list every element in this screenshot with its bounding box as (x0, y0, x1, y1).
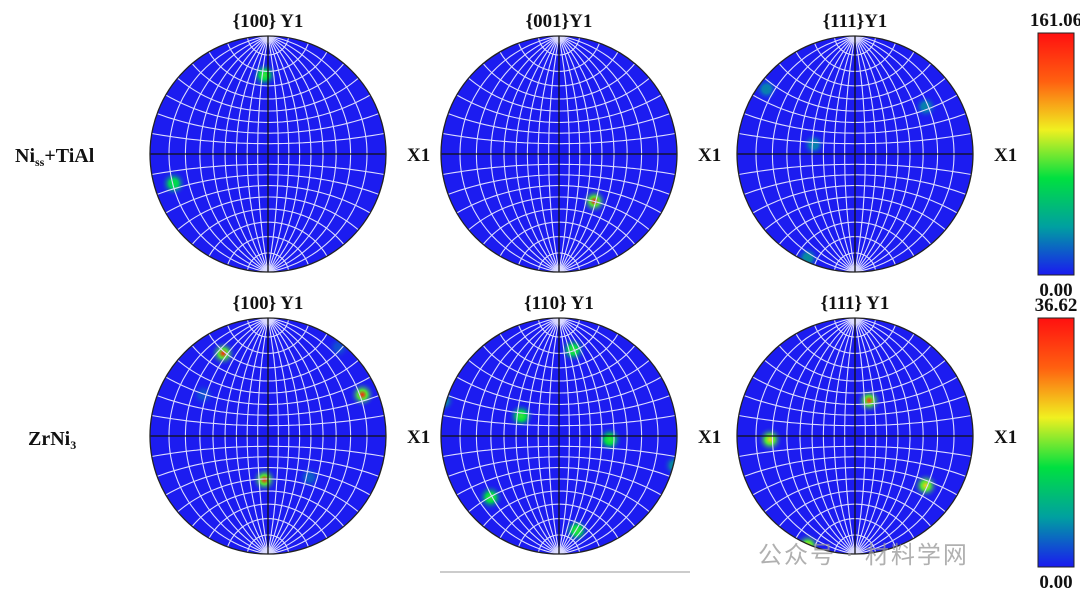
colorbar-max: 161.06 (1030, 10, 1080, 31)
pole-figure-title: {100} Y1 (233, 293, 304, 314)
row-label-zrni3: ZrNi3 (28, 428, 76, 452)
pole-figure-title: {110} Y1 (524, 293, 594, 314)
x1-axis-label: X1 (698, 427, 721, 448)
intensity-peak (913, 94, 938, 119)
pole-figure: {100} Y1 X1 (149, 293, 430, 555)
watermark: 公众号 · 材料学网 (758, 541, 969, 569)
x1-axis-label: X1 (698, 145, 721, 166)
intensity-peak (160, 170, 187, 197)
pole-figure: {001}Y1 X1 (440, 11, 721, 273)
row-label-niss-tial: Niss+TiAl (15, 145, 95, 169)
x1-axis-label: X1 (407, 427, 430, 448)
intensity-peak (477, 484, 504, 511)
intensity-peak (441, 388, 456, 413)
pole-figure-title: {111}Y1 (823, 11, 888, 32)
intensity-peak (210, 340, 237, 367)
intensity-peak (596, 426, 623, 453)
colorbar-min: 0.00 (1039, 280, 1072, 301)
colorbar-min: 0.00 (1039, 572, 1072, 593)
pole-figure: {111} Y1 X1 (736, 293, 1017, 555)
intensity-peak (326, 335, 351, 360)
pole-figure-title: {111} Y1 (821, 293, 890, 314)
colorbar: 161.06 0.00 (1030, 10, 1080, 301)
intensity-peak (349, 381, 376, 408)
colorbar-max: 36.62 (1035, 295, 1078, 316)
intensity-peak (856, 387, 883, 414)
pole-figure: {111}Y1 X1 (736, 11, 1017, 273)
intensity-peak (251, 466, 278, 493)
colorbar: 36.62 0.00 (1035, 295, 1078, 593)
intensity-peak (563, 517, 590, 544)
x1-axis-label: X1 (994, 427, 1017, 448)
intensity-peak (912, 472, 939, 499)
x1-axis-label: X1 (407, 145, 430, 166)
pole-figure: {100} Y1 X1 (149, 11, 430, 273)
pole-figure: {110} Y1 X1 (440, 293, 721, 555)
x1-axis-label: X1 (994, 145, 1017, 166)
intensity-peak (757, 426, 784, 453)
intensity-peak (801, 132, 826, 157)
pole-figure-title: {001}Y1 (526, 11, 593, 32)
pole-figure-title: {100} Y1 (233, 11, 304, 32)
intensity-peak (191, 382, 216, 407)
